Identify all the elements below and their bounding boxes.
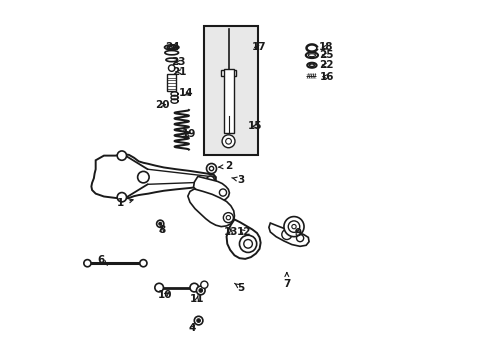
- Circle shape: [201, 281, 207, 288]
- Circle shape: [296, 234, 303, 242]
- Circle shape: [239, 235, 256, 252]
- Text: 11: 11: [189, 294, 204, 304]
- Text: 18: 18: [318, 42, 333, 52]
- Text: 17: 17: [251, 42, 265, 52]
- Circle shape: [137, 171, 149, 183]
- Text: 24: 24: [165, 42, 180, 51]
- Text: 12: 12: [236, 227, 250, 237]
- Circle shape: [244, 239, 252, 248]
- Bar: [167, 74, 176, 91]
- Circle shape: [117, 193, 126, 202]
- Circle shape: [209, 166, 213, 171]
- Text: 15: 15: [247, 121, 262, 131]
- Text: 6: 6: [97, 255, 107, 265]
- Text: 13: 13: [223, 227, 238, 237]
- Circle shape: [225, 138, 231, 144]
- Text: 1: 1: [117, 198, 133, 208]
- Text: 3: 3: [231, 175, 244, 185]
- Circle shape: [222, 135, 235, 148]
- Circle shape: [117, 151, 126, 160]
- Polygon shape: [91, 154, 215, 199]
- Ellipse shape: [308, 54, 315, 57]
- Circle shape: [196, 319, 200, 322]
- Circle shape: [226, 216, 230, 220]
- Circle shape: [199, 289, 202, 292]
- Bar: [204, 26, 258, 155]
- Ellipse shape: [309, 64, 314, 67]
- Circle shape: [140, 260, 147, 267]
- Circle shape: [206, 163, 216, 174]
- Polygon shape: [268, 223, 308, 246]
- Ellipse shape: [306, 63, 316, 68]
- Ellipse shape: [164, 45, 179, 50]
- Circle shape: [194, 316, 203, 325]
- Circle shape: [155, 283, 163, 292]
- Text: 16: 16: [319, 72, 333, 82]
- Ellipse shape: [164, 50, 178, 55]
- Text: 5: 5: [234, 283, 244, 293]
- Circle shape: [159, 222, 162, 225]
- Text: 23: 23: [171, 57, 185, 67]
- Text: 25: 25: [318, 50, 333, 60]
- Circle shape: [281, 229, 291, 239]
- Circle shape: [168, 65, 175, 71]
- Polygon shape: [187, 189, 234, 226]
- Text: 9: 9: [293, 228, 301, 238]
- Ellipse shape: [305, 52, 317, 58]
- Circle shape: [284, 217, 304, 237]
- Circle shape: [291, 225, 296, 229]
- Circle shape: [287, 221, 299, 232]
- Circle shape: [156, 220, 163, 227]
- Circle shape: [219, 189, 226, 196]
- Text: 8: 8: [158, 225, 165, 235]
- Circle shape: [196, 286, 204, 295]
- Text: 14: 14: [179, 88, 193, 98]
- Circle shape: [83, 260, 91, 267]
- Text: 2: 2: [219, 161, 231, 171]
- Text: 19: 19: [182, 129, 196, 139]
- Ellipse shape: [165, 58, 177, 62]
- Circle shape: [223, 213, 233, 223]
- Polygon shape: [193, 176, 229, 201]
- Bar: [220, 70, 236, 76]
- Polygon shape: [226, 220, 260, 259]
- Ellipse shape: [167, 46, 176, 49]
- Text: 22: 22: [318, 60, 333, 70]
- Text: 20: 20: [155, 100, 169, 110]
- Text: 21: 21: [172, 67, 186, 77]
- Text: 10: 10: [157, 291, 172, 301]
- Circle shape: [190, 283, 198, 292]
- Text: 4: 4: [188, 323, 196, 333]
- Circle shape: [206, 176, 214, 184]
- Text: 7: 7: [283, 273, 290, 289]
- Bar: [223, 69, 233, 134]
